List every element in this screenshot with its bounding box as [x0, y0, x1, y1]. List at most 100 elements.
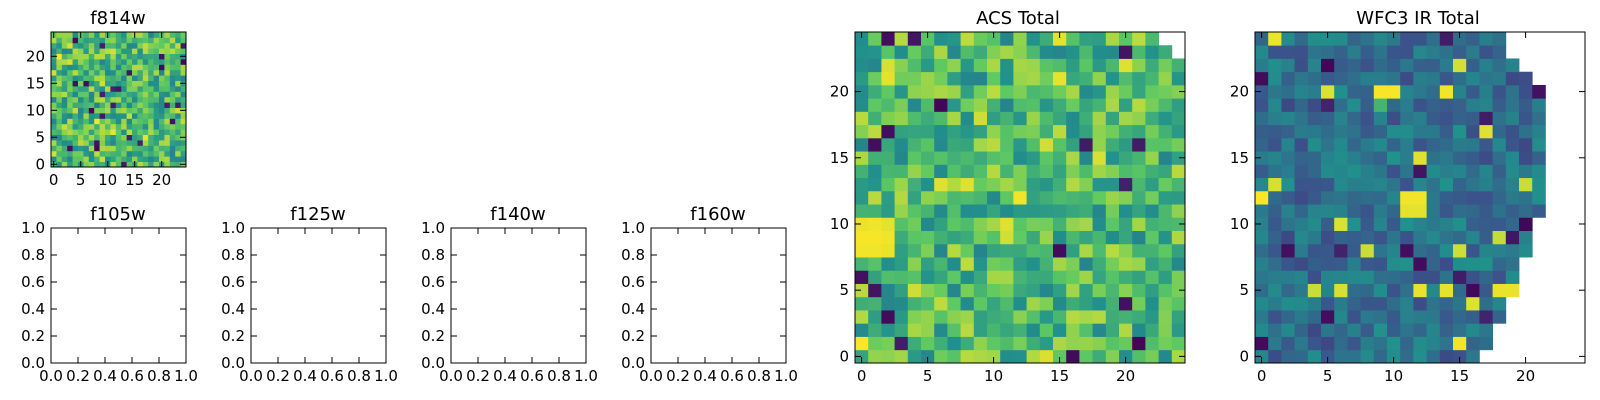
heatmap-cell: [1158, 111, 1173, 126]
heatmap-cell: [164, 69, 171, 76]
heatmap-cell: [1360, 283, 1375, 298]
heatmap-cell: [1105, 204, 1120, 218]
heatmap-cell: [881, 336, 895, 351]
heatmap-cell: [132, 64, 138, 71]
heatmap-cell: [1132, 111, 1146, 126]
heatmap-cell: [105, 140, 111, 146]
heatmap-cell: [1426, 177, 1441, 192]
heatmap-cell: [137, 156, 144, 162]
heatmap-cell: [1413, 217, 1427, 231]
heatmap-cell: [78, 140, 84, 146]
heatmap-cell: [1466, 349, 1480, 364]
heatmap-cell: [137, 123, 144, 130]
heatmap-cell: [1321, 58, 1335, 73]
heatmap-cell: [72, 129, 79, 135]
heatmap-cell: [1013, 71, 1027, 86]
heatmap-cell: [921, 164, 935, 179]
heatmap-cell: [1439, 32, 1454, 46]
heatmap-cell: [1105, 217, 1120, 231]
heatmap-cell: [1026, 296, 1041, 311]
heatmap-cell: [159, 75, 165, 81]
heatmap-cell: [1439, 283, 1454, 298]
heatmap-cell: [121, 161, 127, 168]
heatmap-cell: [121, 75, 127, 81]
heatmap-cell: [1013, 151, 1027, 165]
heatmap-cell: [1039, 217, 1054, 231]
heatmap-cell: [947, 111, 961, 126]
heatmap-cell: [1400, 283, 1414, 298]
heatmap-cell: [137, 75, 144, 81]
heatmap-cell: [67, 37, 73, 44]
heatmap-cell: [142, 37, 149, 44]
heatmap-cell: [159, 134, 165, 141]
heatmap-cell: [1360, 257, 1375, 271]
heatmap-cell: [1294, 164, 1309, 179]
heatmap-cell: [153, 59, 160, 65]
heatmap-acs-total: [855, 32, 1186, 364]
heatmap-cell: [1453, 190, 1467, 205]
heatmap-cell: [1026, 336, 1041, 351]
heatmap-cell: [1360, 230, 1375, 245]
heatmap-cell: [907, 164, 922, 179]
heatmap-cell: [1479, 323, 1493, 337]
heatmap-cell: [1387, 323, 1401, 337]
heatmap-cell: [110, 156, 117, 162]
heatmap-cell: [1092, 217, 1107, 231]
heatmap-cell: [83, 150, 90, 157]
heatmap-cell: [973, 177, 988, 192]
heatmap-cell: [1466, 124, 1480, 139]
heatmap-cell: [881, 137, 895, 152]
heatmap-cell: [169, 156, 176, 162]
heatmap-cell: [1119, 336, 1133, 351]
heatmap-cell: [1158, 349, 1173, 364]
x-tick-label: 0: [857, 367, 867, 385]
heatmap-cell: [1413, 84, 1427, 99]
heatmap-cell: [1453, 296, 1467, 311]
heatmap-cell: [1479, 177, 1493, 192]
heatmap-cell: [1079, 84, 1093, 99]
heatmap-cell: [148, 107, 154, 114]
heatmap-cell: [105, 102, 111, 108]
heatmap-cell: [1281, 71, 1295, 86]
x-tick-label: 0.4: [93, 367, 117, 385]
heatmap-cell: [1092, 190, 1107, 205]
heatmap-cell: [110, 107, 117, 114]
heatmap-cell: [159, 102, 165, 108]
heatmap-cell: [1347, 204, 1361, 218]
heatmap-cell: [1013, 204, 1027, 218]
heatmap-cell: [1373, 270, 1388, 284]
heatmap-cell: [881, 164, 895, 179]
heatmap-cell: [105, 64, 111, 71]
heatmap-cell: [1479, 270, 1493, 284]
heatmap-cell: [1426, 137, 1441, 152]
heatmap-cell: [1439, 243, 1454, 258]
heatmap-cell: [148, 145, 154, 152]
heatmap-cell: [960, 204, 975, 218]
heatmap-cell: [148, 102, 154, 108]
heatmap-cell: [1453, 177, 1467, 192]
heatmap-cell: [1321, 190, 1335, 205]
heatmap-cell: [175, 53, 181, 60]
heatmap-cell: [1492, 296, 1507, 311]
heatmap-cell: [110, 113, 117, 119]
heatmap-cell: [855, 84, 869, 99]
heatmap-cell: [868, 243, 882, 258]
heatmap-f814w: [51, 32, 187, 168]
heatmap-cell: [960, 58, 975, 73]
heatmap-cell: [1281, 310, 1295, 324]
heatmap-cell: [1158, 71, 1173, 86]
heatmap-cell: [1255, 230, 1269, 245]
heatmap-cell: [51, 69, 57, 76]
heatmap-cell: [1053, 243, 1067, 258]
heatmap-cell: [1079, 310, 1093, 324]
heatmap-cell: [1307, 310, 1322, 324]
heatmap-cell: [855, 164, 869, 179]
heatmap-cell: [99, 150, 106, 157]
heatmap-cell: [1013, 164, 1027, 179]
heatmap-cell: [126, 140, 133, 146]
heatmap-cell: [148, 113, 154, 119]
heatmap-cell: [1105, 270, 1120, 284]
heatmap-cell: [1479, 310, 1493, 324]
heatmap-cell: [148, 75, 154, 81]
heatmap-cell: [1453, 310, 1467, 324]
